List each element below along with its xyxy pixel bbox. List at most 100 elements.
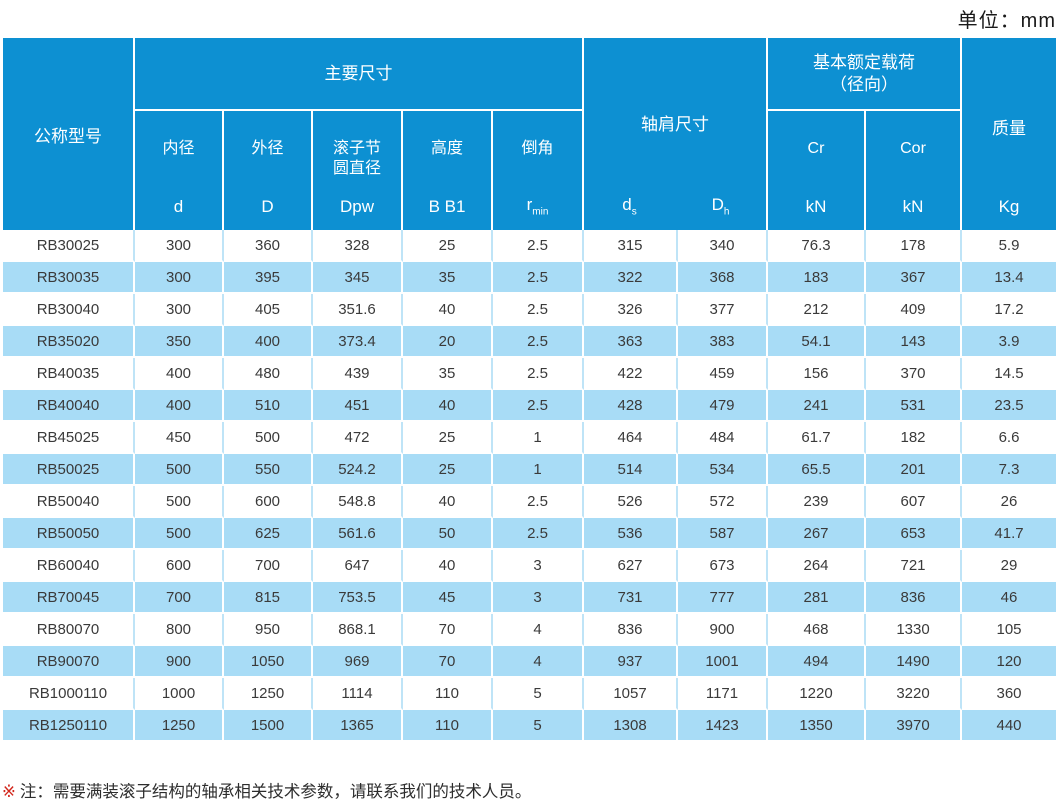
header-cor: Cor kN [866,111,962,230]
cell-kg: 6.6 [962,422,1056,454]
header-height: 高度 B B1 [403,111,493,230]
cell-model: RB80070 [3,614,135,646]
cell-model: RB1250110 [3,710,135,742]
cell-dpw: 969 [313,646,403,678]
cell-D: 600 [224,486,313,518]
cell-ds: 363 [584,326,678,358]
cell-d: 600 [135,550,224,582]
cell-dh: 484 [678,422,768,454]
cell-dh: 777 [678,582,768,614]
table-body: RB30025 300 360 328 25 2.5 315 340 76.3 178 5.9 RB… [3,230,1056,742]
cell-bb1: 40 [403,390,493,422]
cell-cr: 65.5 [768,454,866,486]
cell-ds: 322 [584,262,678,294]
cell-cor: 721 [866,550,962,582]
cell-cr: 281 [768,582,866,614]
cell-d: 500 [135,518,224,550]
cell-dpw: 345 [313,262,403,294]
header-chamfer: 倒角 rmin [493,111,584,230]
cell-kg: 23.5 [962,390,1056,422]
cell-cor: 653 [866,518,962,550]
table-header: 公称型号 主要尺寸 轴肩尺寸 ds Dh 基本额定载荷 （径向） 质量 Kg 内… [3,38,1056,230]
cell-cr: 1220 [768,678,866,710]
header-bb1-symbol: B B1 [428,197,466,216]
cell-model: RB60040 [3,550,135,582]
cell-d: 300 [135,262,224,294]
cell-D: 1250 [224,678,313,710]
cell-model: RB40035 [3,358,135,390]
cell-dpw: 451 [313,390,403,422]
cell-dh: 900 [678,614,768,646]
cell-dh: 534 [678,454,768,486]
cell-bb1: 20 [403,326,493,358]
cell-model: RB35020 [3,326,135,358]
cell-ds: 422 [584,358,678,390]
cell-rmin: 3 [493,582,584,614]
cell-d: 500 [135,454,224,486]
cell-bb1: 40 [403,294,493,326]
cell-ds: 514 [584,454,678,486]
header-dh-symbol: Dh [711,194,730,217]
cell-d: 900 [135,646,224,678]
header-d-symbol: d [173,197,184,216]
cell-kg: 13.4 [962,262,1056,294]
cell-dpw: 524.2 [313,454,403,486]
footnote-text: 注：需要满装滚子结构的轴承相关技术参数，请联系我们的技术人员。 [19,783,532,801]
cell-D: 625 [224,518,313,550]
cell-D: 480 [224,358,313,390]
cell-dpw: 439 [313,358,403,390]
cell-dh: 377 [678,294,768,326]
table-row: RB30040 300 405 351.6 40 2.5 326 377 212 409 17.2 [3,294,1056,326]
table-row: RB50040 500 600 548.8 40 2.5 526 572 239 607 26 [3,486,1056,518]
header-main-dimensions: 主要尺寸 [135,38,584,111]
cell-bb1: 40 [403,550,493,582]
cell-dh: 673 [678,550,768,582]
cell-D: 550 [224,454,313,486]
cell-cr: 241 [768,390,866,422]
cell-rmin: 5 [493,678,584,710]
cell-d: 500 [135,486,224,518]
cell-D: 395 [224,262,313,294]
cell-rmin: 2.5 [493,486,584,518]
cell-ds: 326 [584,294,678,326]
header-inner-diameter: 内径 d [135,111,224,230]
cell-ds: 315 [584,230,678,262]
cell-cr: 156 [768,358,866,390]
header-cr: Cr kN [768,111,866,230]
cell-rmin: 2.5 [493,262,584,294]
header-dpw-symbol: Dpw [339,197,374,216]
cell-cr: 76.3 [768,230,866,262]
cell-model: RB50025 [3,454,135,486]
table-row: RB90070 900 1050 969 70 4 937 1001 494 1490 120 [3,646,1056,678]
cell-bb1: 40 [403,486,493,518]
cell-d: 1000 [135,678,224,710]
header-rated-load-line1: 基本额定载荷 [813,52,915,72]
cell-cr: 212 [768,294,866,326]
header-mass-title: 质量 [992,119,1026,138]
cell-d: 400 [135,390,224,422]
cell-d: 300 [135,294,224,326]
cell-kg: 360 [962,678,1056,710]
cell-rmin: 2.5 [493,230,584,262]
cell-bb1: 50 [403,518,493,550]
header-sub-row: 内径 d 外径 D 滚子节 圆直径 Dpw 高度 B B1 倒角 rmin [3,111,1056,230]
cell-kg: 14.5 [962,358,1056,390]
header-D-symbol: D [261,197,274,216]
cell-bb1: 25 [403,454,493,486]
cell-D: 700 [224,550,313,582]
cell-kg: 105 [962,614,1056,646]
cell-rmin: 2.5 [493,358,584,390]
header-rmin-symbol: rmin [526,194,549,217]
header-mass-unit: Kg [998,197,1020,216]
cell-cr: 468 [768,614,866,646]
cell-cor: 182 [866,422,962,454]
header-mass: 质量 Kg [962,38,1056,230]
header-rated-load: 基本额定载荷 （径向） [768,38,962,111]
cell-dh: 1171 [678,678,768,710]
cell-dpw: 753.5 [313,582,403,614]
table-row: RB1000110 1000 1250 1114 110 5 1057 1171 1220 322… [3,678,1056,710]
cell-dpw: 1114 [313,678,403,710]
cell-cor: 3220 [866,678,962,710]
header-shoulder-title: 轴肩尺寸 [641,115,709,134]
cell-bb1: 25 [403,422,493,454]
